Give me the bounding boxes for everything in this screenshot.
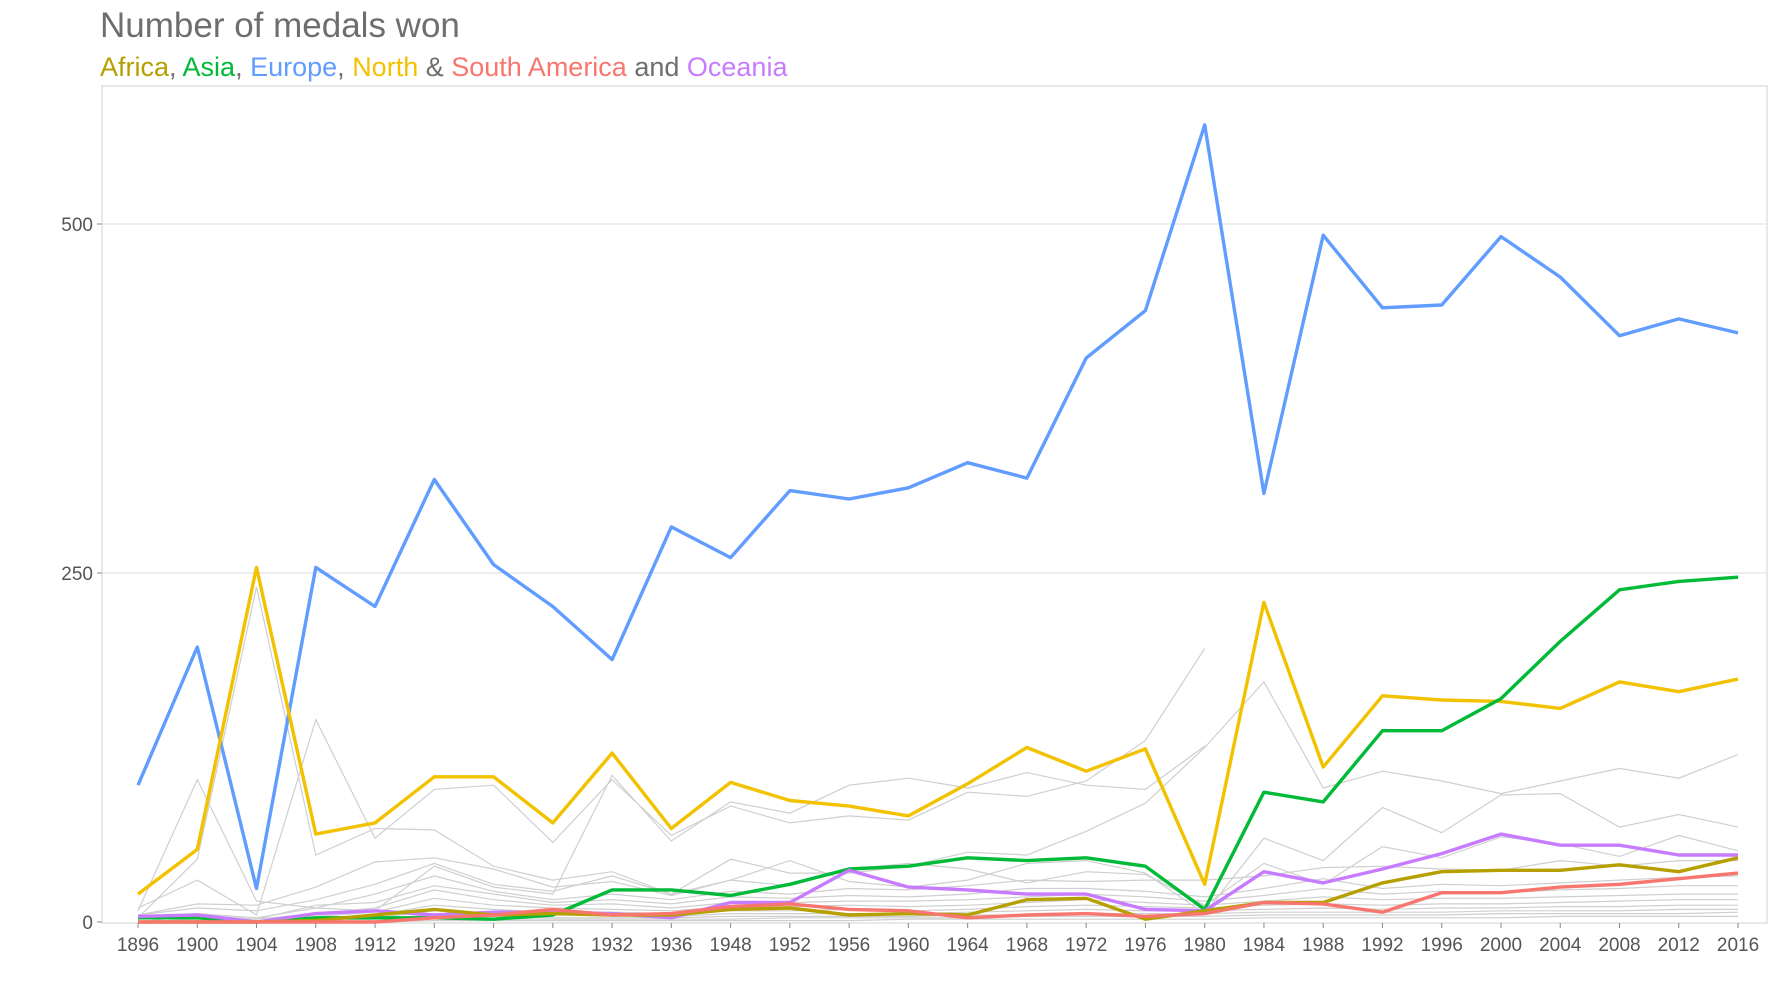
chart-subtitle: Africa, Asia, Europe, North & South Amer… bbox=[100, 52, 787, 83]
y-tick-label: 0 bbox=[82, 913, 93, 934]
x-tick-label: 1972 bbox=[1065, 935, 1107, 956]
background-country-line bbox=[137, 792, 1739, 916]
x-tick-label: 1912 bbox=[354, 935, 396, 956]
x-tick-label: 2008 bbox=[1598, 935, 1640, 956]
axes: 0 250 500 1896 1900 1904 1908 1912 1920 1924 1928 1… bbox=[61, 215, 1759, 956]
x-tick-label: 1932 bbox=[591, 935, 633, 956]
x-tick-label: 1960 bbox=[887, 935, 929, 956]
x-tick-label: 1952 bbox=[769, 935, 811, 956]
x-tick-label: 1992 bbox=[1361, 935, 1403, 956]
chart-title: Number of medals won bbox=[100, 6, 460, 45]
background-country-line bbox=[137, 834, 1739, 916]
subtitle-part: and bbox=[626, 52, 687, 82]
subtitle-part: Asia bbox=[182, 52, 236, 82]
subtitle-part: Africa bbox=[100, 52, 170, 82]
x-tick-label: 1968 bbox=[1006, 935, 1048, 956]
x-tick-label: 1896 bbox=[117, 935, 159, 956]
x-tick-label: 1980 bbox=[1184, 935, 1226, 956]
x-tick-label: 1928 bbox=[532, 935, 574, 956]
x-tick-label: 1956 bbox=[828, 935, 870, 956]
x-tick-label: 1984 bbox=[1243, 935, 1286, 956]
subtitle-part: Europe bbox=[250, 52, 338, 82]
x-tick-label: 1976 bbox=[1124, 935, 1166, 956]
x-tick-label: 1908 bbox=[295, 935, 337, 956]
background-country-line bbox=[137, 875, 1739, 923]
background-country-line bbox=[138, 899, 1738, 923]
x-tick-label: 1964 bbox=[946, 935, 989, 956]
background-country-line bbox=[137, 586, 1739, 919]
series-line-north bbox=[136, 565, 1739, 896]
continent-lines bbox=[136, 123, 1739, 924]
y-tick-label: 250 bbox=[61, 564, 93, 585]
x-tick-label: 1904 bbox=[235, 935, 278, 956]
series-line-asia bbox=[138, 575, 1739, 924]
subtitle-part: South America bbox=[451, 52, 627, 82]
subtitle-part: North bbox=[352, 52, 419, 82]
x-tick-label: 1988 bbox=[1302, 935, 1344, 956]
y-tick-label: 500 bbox=[61, 215, 93, 236]
background-country-line bbox=[137, 893, 1738, 923]
x-tick-label: 2012 bbox=[1658, 935, 1700, 956]
series-line-south-america bbox=[138, 871, 1739, 924]
x-tick-label: 1936 bbox=[650, 935, 692, 956]
x-tick-label: 2016 bbox=[1717, 935, 1759, 956]
subtitle-part: Oceania bbox=[686, 52, 788, 82]
x-tick-label: 1900 bbox=[176, 935, 218, 956]
x-tick-label: 1948 bbox=[709, 935, 751, 956]
subtitle-part: , bbox=[235, 52, 251, 82]
x-tick-label: 1996 bbox=[1421, 935, 1463, 956]
x-tick-label: 1924 bbox=[472, 935, 515, 956]
plot-panel bbox=[101, 85, 1768, 924]
subtitle-part: , bbox=[169, 52, 183, 82]
x-tick-label: 2000 bbox=[1480, 935, 1522, 956]
background-country-line bbox=[137, 648, 1206, 916]
x-tick-label: 1920 bbox=[413, 935, 455, 956]
x-tick-label: 2004 bbox=[1539, 935, 1582, 956]
subtitle-part: , bbox=[337, 52, 353, 82]
subtitle-part: & bbox=[418, 52, 452, 82]
gridlines bbox=[102, 223, 1767, 574]
series-line-europe bbox=[136, 123, 1739, 891]
